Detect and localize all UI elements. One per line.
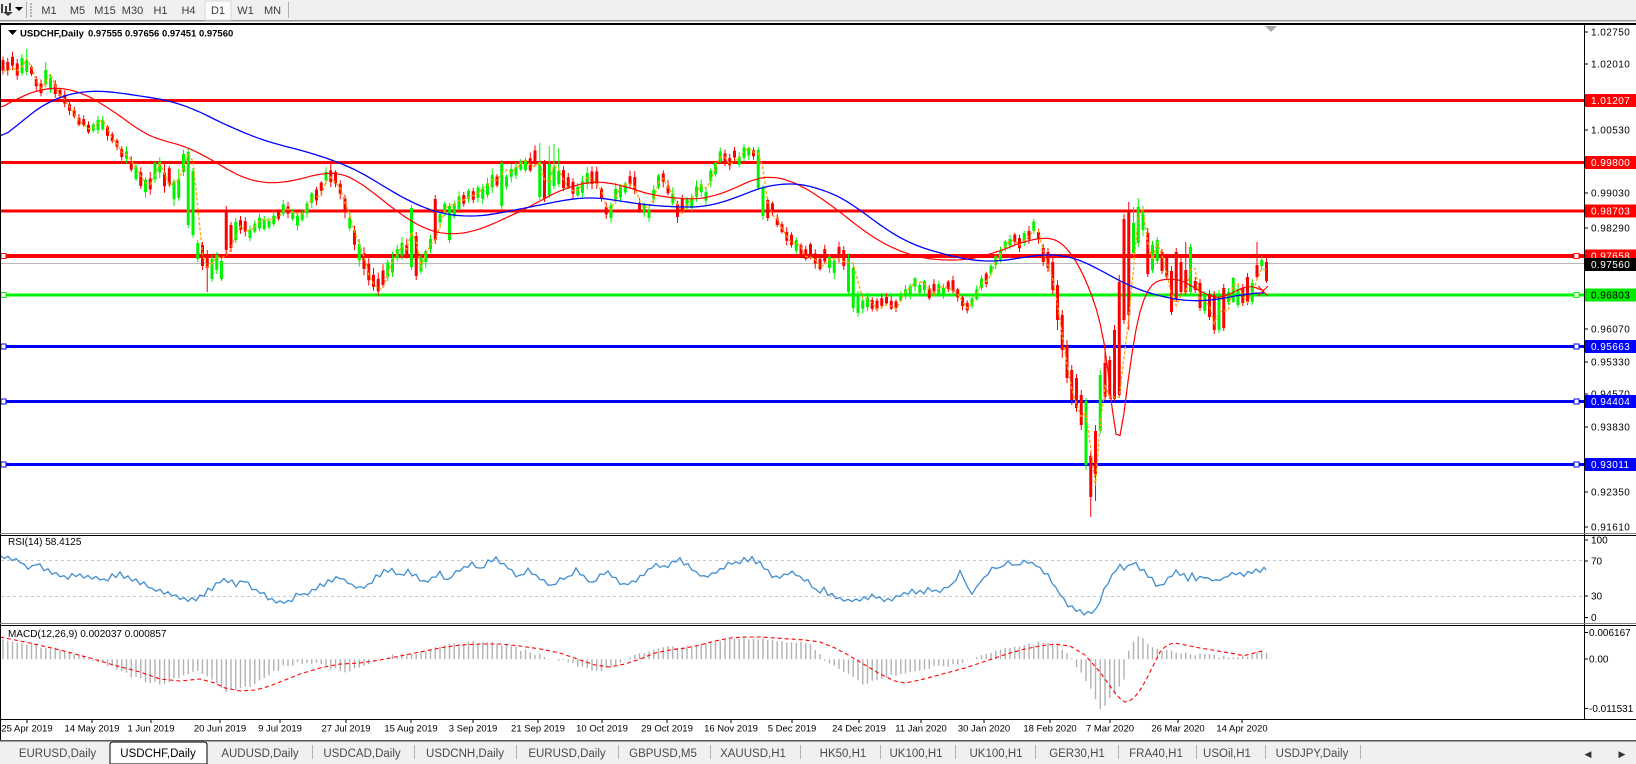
svg-text:AUDUSD,Daily: AUDUSD,Daily bbox=[221, 748, 299, 760]
svg-text:USDCHF,Daily: USDCHF,Daily bbox=[120, 748, 196, 760]
svg-text:0.95663: 0.95663 bbox=[1591, 342, 1630, 353]
svg-text:5 Dec 2019: 5 Dec 2019 bbox=[768, 724, 817, 735]
svg-text:W1: W1 bbox=[237, 5, 254, 17]
svg-text:◀: ◀ bbox=[1585, 749, 1592, 759]
svg-text:EURUSD,Daily: EURUSD,Daily bbox=[19, 748, 97, 760]
svg-text:M5: M5 bbox=[70, 5, 85, 17]
svg-text:M1: M1 bbox=[41, 5, 56, 17]
svg-text:M15: M15 bbox=[94, 5, 115, 17]
svg-text:11 Jan 2020: 11 Jan 2020 bbox=[895, 724, 947, 735]
svg-text:0.96070: 0.96070 bbox=[1591, 325, 1630, 336]
svg-text:25 Apr 2019: 25 Apr 2019 bbox=[1, 724, 52, 735]
svg-text:XAUUSD,H1: XAUUSD,H1 bbox=[720, 748, 786, 760]
svg-text:H4: H4 bbox=[181, 5, 195, 17]
svg-text:USOil,H1: USOil,H1 bbox=[1203, 748, 1251, 760]
svg-text:27 Jul 2019: 27 Jul 2019 bbox=[321, 724, 370, 735]
svg-text:0.99030: 0.99030 bbox=[1591, 189, 1630, 200]
svg-text:D1: D1 bbox=[211, 5, 225, 17]
svg-text:30 Jan 2020: 30 Jan 2020 bbox=[958, 724, 1010, 735]
svg-text:▶: ▶ bbox=[1619, 749, 1626, 759]
svg-text:GBPUSD,M5: GBPUSD,M5 bbox=[629, 748, 697, 760]
svg-text:30: 30 bbox=[1591, 592, 1603, 603]
svg-text:USDJPY,Daily: USDJPY,Daily bbox=[1276, 748, 1349, 760]
svg-text:GER30,H1: GER30,H1 bbox=[1049, 748, 1105, 760]
svg-text:0.97555 0.97656 0.97451 0.9756: 0.97555 0.97656 0.97451 0.97560 bbox=[88, 29, 233, 40]
svg-text:0.98703: 0.98703 bbox=[1591, 207, 1630, 218]
svg-text:0.00: 0.00 bbox=[1589, 655, 1609, 666]
svg-text:MACD(12,26,9) 0.002037 0.00085: MACD(12,26,9) 0.002037 0.000857 bbox=[8, 629, 167, 640]
svg-text:RSI(14) 58.4125: RSI(14) 58.4125 bbox=[8, 537, 82, 548]
svg-text:1.01207: 1.01207 bbox=[1591, 96, 1630, 107]
svg-text:0.97658: 0.97658 bbox=[1591, 252, 1630, 263]
svg-text:100: 100 bbox=[1591, 536, 1608, 547]
svg-text:EURUSD,Daily: EURUSD,Daily bbox=[528, 748, 606, 760]
svg-text:USDCHF,Daily: USDCHF,Daily bbox=[20, 29, 85, 40]
svg-text:18 Feb 2020: 18 Feb 2020 bbox=[1023, 724, 1076, 735]
svg-text:0.93011: 0.93011 bbox=[1591, 460, 1630, 471]
svg-text:USDCAD,Daily: USDCAD,Daily bbox=[323, 748, 401, 760]
svg-text:7 Mar 2020: 7 Mar 2020 bbox=[1086, 724, 1134, 735]
svg-text:16 Nov 2019: 16 Nov 2019 bbox=[704, 724, 758, 735]
svg-text:15 Aug 2019: 15 Aug 2019 bbox=[384, 724, 437, 735]
svg-text:1 Jun 2019: 1 Jun 2019 bbox=[127, 724, 174, 735]
svg-text:1.02750: 1.02750 bbox=[1591, 28, 1630, 39]
svg-text:1.02010: 1.02010 bbox=[1591, 60, 1630, 71]
svg-text:0.99800: 0.99800 bbox=[1591, 158, 1630, 169]
svg-text:0.96803: 0.96803 bbox=[1591, 291, 1630, 302]
svg-text:0.91610: 0.91610 bbox=[1591, 523, 1630, 534]
svg-text:M30: M30 bbox=[122, 5, 143, 17]
svg-text:MN: MN bbox=[264, 5, 281, 17]
svg-text:9 Jul 2019: 9 Jul 2019 bbox=[258, 724, 302, 735]
svg-text:70: 70 bbox=[1591, 557, 1603, 568]
svg-text:20 Jun 2019: 20 Jun 2019 bbox=[194, 724, 246, 735]
svg-text:26 Mar 2020: 26 Mar 2020 bbox=[1151, 724, 1204, 735]
svg-text:USDCNH,Daily: USDCNH,Daily bbox=[426, 748, 504, 760]
svg-text:FRA40,H1: FRA40,H1 bbox=[1129, 748, 1183, 760]
svg-text:H1: H1 bbox=[153, 5, 167, 17]
svg-text:21 Sep 2019: 21 Sep 2019 bbox=[511, 724, 565, 735]
svg-text:14 May 2019: 14 May 2019 bbox=[65, 724, 120, 735]
svg-text:UK100,H1: UK100,H1 bbox=[969, 748, 1022, 760]
svg-text:0.95330: 0.95330 bbox=[1591, 358, 1630, 369]
svg-text:UK100,H1: UK100,H1 bbox=[889, 748, 942, 760]
svg-text:3 Sep 2019: 3 Sep 2019 bbox=[449, 724, 498, 735]
svg-text:0.98290: 0.98290 bbox=[1591, 224, 1630, 235]
svg-text:0.97560: 0.97560 bbox=[1591, 260, 1630, 271]
svg-text:14 Apr 2020: 14 Apr 2020 bbox=[1216, 724, 1267, 735]
svg-text:-0.011531: -0.011531 bbox=[1589, 704, 1634, 715]
svg-text:0.93830: 0.93830 bbox=[1591, 423, 1630, 434]
svg-text:0: 0 bbox=[1591, 613, 1597, 624]
svg-text:HK50,H1: HK50,H1 bbox=[820, 748, 867, 760]
svg-text:10 Oct 2019: 10 Oct 2019 bbox=[576, 724, 628, 735]
svg-text:0.006167: 0.006167 bbox=[1589, 628, 1631, 639]
svg-text:29 Oct 2019: 29 Oct 2019 bbox=[641, 724, 693, 735]
svg-text:0.92350: 0.92350 bbox=[1591, 488, 1630, 499]
svg-text:0.94404: 0.94404 bbox=[1591, 397, 1630, 408]
svg-text:24 Dec 2019: 24 Dec 2019 bbox=[832, 724, 886, 735]
svg-text:1.00530: 1.00530 bbox=[1591, 126, 1630, 137]
